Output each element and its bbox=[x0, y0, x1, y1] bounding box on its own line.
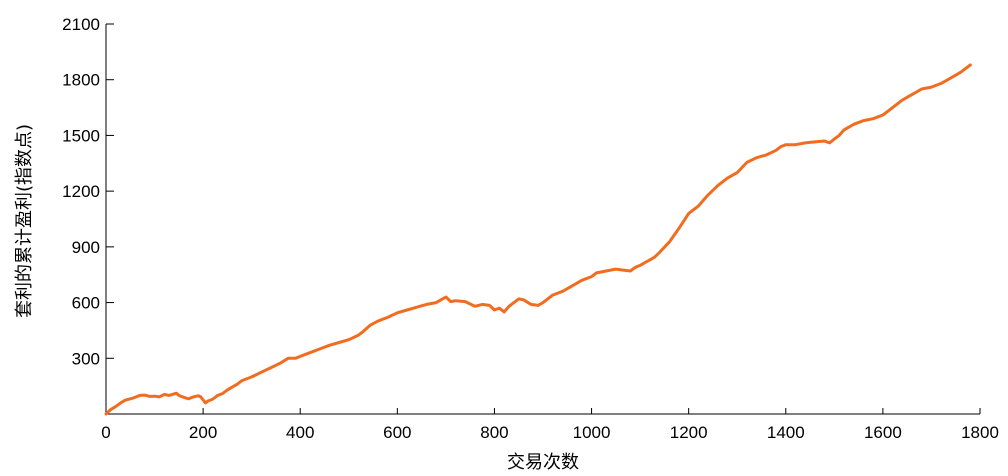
series-line bbox=[104, 63, 972, 416]
x-tick-label: 600 bbox=[383, 423, 411, 442]
x-tick-label: 0 bbox=[101, 423, 110, 442]
x-tick-label: 1400 bbox=[767, 423, 805, 442]
y-axis-title: 套利的累计盈利(指数点) bbox=[14, 124, 35, 318]
y-ticks: 300 600 900 1200 1500 1800 2100 bbox=[62, 15, 114, 368]
y-tick-label: 600 bbox=[72, 294, 100, 313]
x-tick-label: 400 bbox=[286, 423, 314, 442]
series-layer bbox=[104, 63, 972, 416]
x-ticks: 0 200 400 600 800 1000 1200 1400 1600 1800 bbox=[101, 408, 999, 442]
y-tick-label: 300 bbox=[72, 349, 100, 368]
x-tick-label: 800 bbox=[480, 423, 508, 442]
chart-axes bbox=[105, 24, 980, 415]
x-tick-label: 1200 bbox=[670, 423, 708, 442]
x-tick-label: 1000 bbox=[573, 423, 611, 442]
x-tick-label: 200 bbox=[189, 423, 217, 442]
x-axis-title: 交易次数 bbox=[507, 452, 579, 473]
x-tick-label: 1800 bbox=[961, 423, 999, 442]
y-tick-label: 1200 bbox=[62, 182, 100, 201]
y-tick-label: 900 bbox=[72, 238, 100, 257]
y-tick-label: 2100 bbox=[62, 15, 100, 34]
y-tick-label: 1500 bbox=[62, 126, 100, 145]
x-tick-label: 1600 bbox=[864, 423, 902, 442]
y-tick-label: 1800 bbox=[62, 71, 100, 90]
